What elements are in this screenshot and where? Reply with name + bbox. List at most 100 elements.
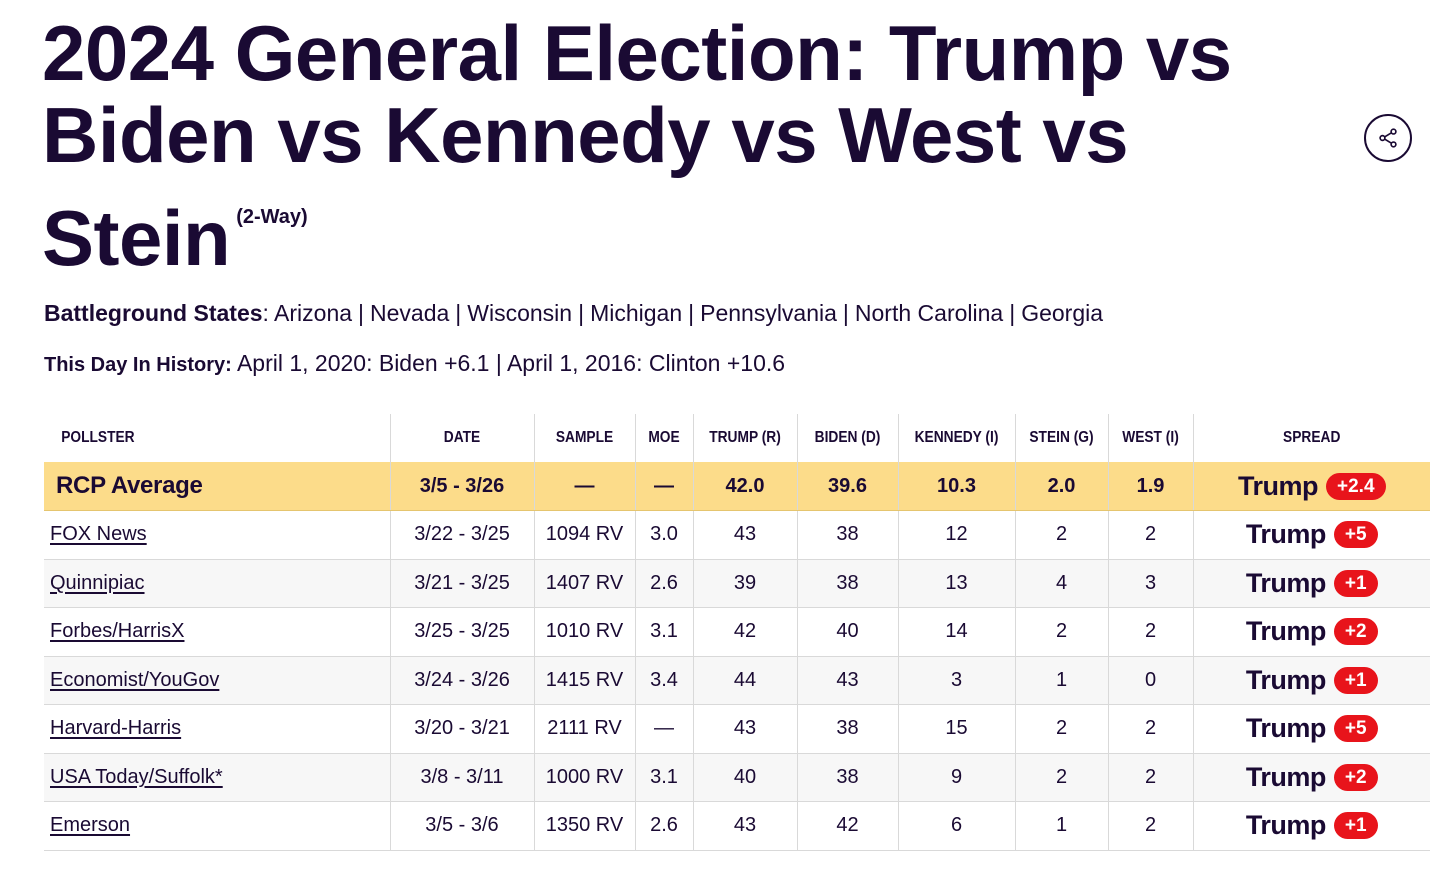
poll-biden: 38: [797, 753, 899, 802]
poll-trump: 43: [693, 801, 798, 851]
poll-trump: 39: [693, 559, 798, 608]
poll-sample: 1010 RV: [534, 607, 636, 657]
poll-date: 3/5 - 3/6: [390, 801, 535, 851]
pollster-link[interactable]: Forbes/HarrisX: [50, 620, 185, 643]
poll-trump: 40: [693, 753, 798, 802]
pollster-link[interactable]: Quinnipiac: [50, 571, 145, 594]
poll-west: 2: [1108, 704, 1194, 754]
poll-west: 2: [1108, 753, 1194, 802]
poll-west: 0: [1108, 656, 1194, 705]
poll-spread: Trump +2: [1193, 753, 1430, 802]
poll-spread: Trump +5: [1193, 704, 1430, 754]
poll-date: 3/25 - 3/25: [390, 607, 535, 657]
col-date[interactable]: DATE: [400, 414, 525, 462]
poll-biden: 42: [797, 801, 899, 851]
poll-date: 3/22 - 3/25: [390, 510, 535, 560]
poll-biden: 43: [797, 656, 899, 705]
poll-biden: 40: [797, 607, 899, 657]
col-west[interactable]: WEST (I): [1113, 414, 1188, 462]
page-title: 2024 General Election: Trump vs Biden vs…: [42, 12, 1242, 279]
battleground-label: Battleground States: [44, 300, 263, 326]
col-pollster[interactable]: POLLSTER: [44, 414, 342, 462]
poll-kennedy: 15: [898, 704, 1016, 754]
poll-sample: 2111 RV: [534, 704, 636, 754]
battleground-state-link[interactable]: Wisconsin: [467, 300, 573, 326]
rcp-average-row: RCP Average 3/5 - 3/26 — — 42.0 39.6 10.…: [44, 462, 1430, 511]
average-spread: Trump +2.4: [1193, 462, 1430, 511]
col-biden[interactable]: BIDEN (D): [804, 414, 892, 462]
poll-west: 2: [1108, 607, 1194, 657]
poll-moe: 3.4: [635, 656, 694, 705]
poll-biden: 38: [797, 559, 899, 608]
battleground-state-link[interactable]: Georgia: [1021, 300, 1104, 326]
poll-trump: 44: [693, 656, 798, 705]
poll-stein: 2: [1015, 753, 1109, 802]
col-moe[interactable]: MOE: [639, 414, 690, 462]
poll-spread: Trump +1: [1193, 559, 1430, 608]
poll-pollster: Emerson: [44, 801, 391, 851]
poll-biden: 38: [797, 510, 899, 560]
battleground-state-link[interactable]: Arizona: [274, 300, 353, 326]
col-sample[interactable]: SAMPLE: [541, 414, 629, 462]
separator: |: [688, 300, 695, 326]
col-spread[interactable]: SPREAD: [1283, 429, 1341, 446]
poll-moe: 2.6: [635, 801, 694, 851]
poll-west: 2: [1108, 510, 1194, 560]
poll-row: Emerson 3/5 - 3/6 1350 RV 2.6 43 42 6 1 2 Trump +1: [44, 801, 1430, 851]
spread-badge: Trump +1: [1246, 810, 1378, 841]
battleground-state-link[interactable]: Nevada: [370, 300, 450, 326]
battleground-states: Battleground States: Arizona | Nevada | Wisc…: [44, 300, 1104, 326]
spread-badge: Trump +5: [1246, 713, 1378, 744]
pollster-link[interactable]: Harvard-Harris: [50, 717, 182, 740]
spread-candidate: Trump: [1245, 761, 1327, 792]
polls-table: POLLSTER DATE SAMPLE MOE TRUMP (R) BIDEN…: [44, 414, 1430, 851]
average-kennedy: 10.3: [898, 462, 1016, 511]
spread-badge: Trump +2.4: [1238, 471, 1386, 502]
pollster-link[interactable]: Emerson: [50, 814, 131, 837]
battleground-state-link[interactable]: Pennsylvania: [700, 300, 837, 326]
poll-pollster: Harvard-Harris: [44, 704, 391, 754]
spread-value: +1: [1333, 569, 1378, 597]
col-trump[interactable]: TRUMP (R): [700, 414, 791, 462]
pollster-link[interactable]: FOX News: [50, 523, 147, 546]
poll-date: 3/24 - 3/26: [390, 656, 535, 705]
separator: |: [842, 300, 849, 326]
pollster-link[interactable]: USA Today/Suffolk*: [50, 765, 223, 788]
poll-row: USA Today/Suffolk* 3/8 - 3/11 1000 RV 3.1 40…: [44, 753, 1430, 802]
poll-spread: Trump +1: [1193, 656, 1430, 705]
separator: |: [1009, 300, 1016, 326]
poll-kennedy: 14: [898, 607, 1016, 657]
average-pollster: RCP Average: [44, 462, 391, 511]
poll-row: Quinnipiac 3/21 - 3/25 1407 RV 2.6 39 38 13 4 3 T…: [44, 559, 1430, 608]
poll-stein: 4: [1015, 559, 1109, 608]
poll-sample: 1000 RV: [534, 753, 636, 802]
poll-stein: 2: [1015, 607, 1109, 657]
poll-sample: 1407 RV: [534, 559, 636, 608]
average-west: 1.9: [1108, 462, 1194, 511]
poll-pollster: USA Today/Suffolk*: [44, 753, 391, 802]
separator: |: [578, 300, 585, 326]
spread-badge: Trump +1: [1246, 568, 1378, 599]
poll-date: 3/20 - 3/21: [390, 704, 535, 754]
col-stein[interactable]: STEIN (G): [1021, 414, 1102, 462]
history-label: This Day In History:: [44, 354, 232, 376]
battleground-state-link[interactable]: Michigan: [590, 300, 683, 326]
pollster-link[interactable]: Economist/YouGov: [50, 668, 220, 691]
battleground-state-link[interactable]: North Carolina: [854, 300, 1004, 326]
poll-date: 3/8 - 3/11: [390, 753, 535, 802]
spread-value: +5: [1333, 715, 1378, 743]
poll-row: Economist/YouGov 3/24 - 3/26 1415 RV 3.4 44 4…: [44, 656, 1430, 705]
poll-pollster: Quinnipiac: [44, 559, 391, 608]
poll-sample: 1350 RV: [534, 801, 636, 851]
poll-row: Harvard-Harris 3/20 - 3/21 2111 RV —43 38 15 2…: [44, 704, 1430, 754]
average-moe: —: [635, 462, 694, 511]
separator: |: [358, 300, 365, 326]
spread-value: +2.4: [1326, 472, 1386, 500]
col-kennedy[interactable]: KENNEDY (I): [906, 414, 1008, 462]
share-button[interactable]: [1364, 114, 1412, 162]
poll-row: Forbes/HarrisX 3/25 - 3/25 1010 RV 3.1 42 40 1…: [44, 607, 1430, 657]
average-trump: 42.0: [693, 462, 798, 511]
separator: |: [455, 300, 462, 326]
average-biden: 39.6: [797, 462, 899, 511]
poll-stein: 2: [1015, 510, 1109, 560]
